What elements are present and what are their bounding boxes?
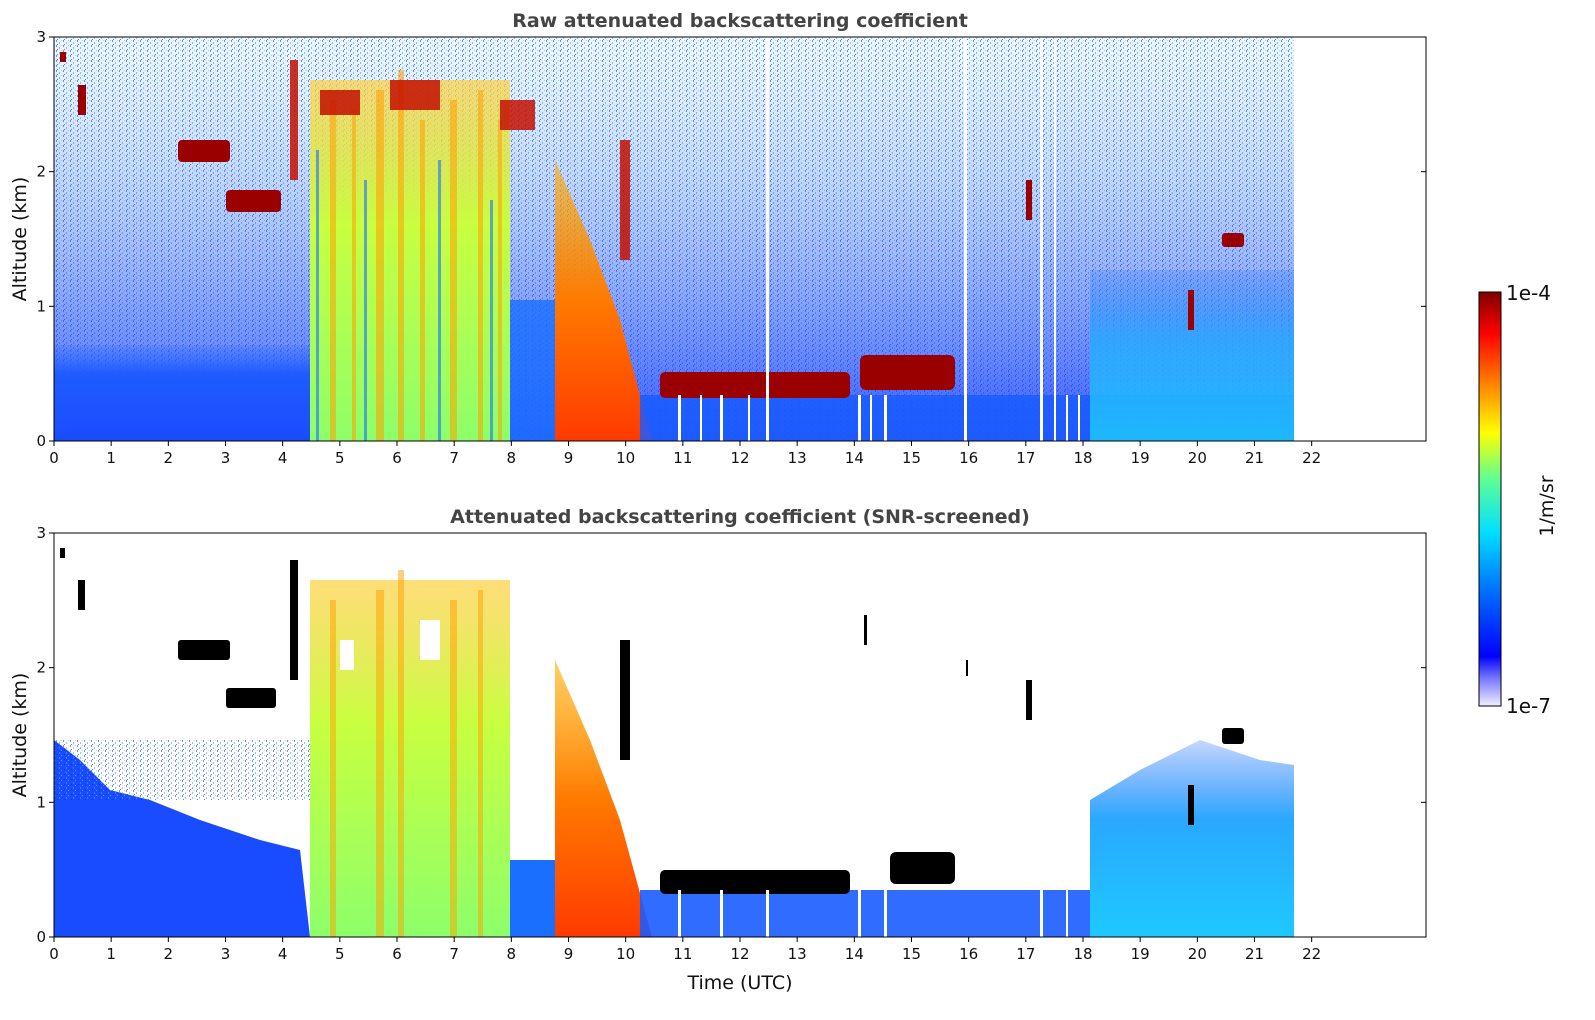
- x-tick-label: 6: [392, 945, 402, 963]
- x-tick-label: 14: [845, 449, 864, 467]
- x-tick-label: 21: [1245, 945, 1264, 963]
- x-tick-label: 9: [564, 449, 574, 467]
- panel1-cloud-tops: [290, 60, 630, 260]
- panel1-y-axis-label: Altitude (km): [9, 177, 31, 302]
- panel2-precip-orange: [555, 660, 652, 937]
- panel2-precip-green: [310, 580, 510, 937]
- y-tick-label: 0: [36, 432, 46, 450]
- panel2-aerosol-fringe: [54, 740, 310, 800]
- x-tick-label: 22: [1302, 449, 1321, 467]
- panel1-missing-columns: [678, 37, 1080, 441]
- x-tick-label: 19: [1131, 945, 1150, 963]
- x-tick-label: 9: [564, 945, 574, 963]
- panel2-precip-white-gaps: [340, 600, 540, 860]
- panel1-aerosol-layer-morning: [54, 345, 310, 441]
- x-tick-label: 8: [507, 945, 517, 963]
- x-tick-label: 1: [106, 945, 116, 963]
- panel1-post-precip-blue: [510, 300, 555, 441]
- x-tick-label: 11: [673, 449, 692, 467]
- panel1-title: Raw attenuated backscattering coefficien…: [512, 10, 968, 32]
- y-tick-label: 1: [36, 297, 46, 315]
- panel2-cyan-evening: [1090, 740, 1294, 937]
- x-tick-label: 22: [1302, 945, 1321, 963]
- colorbar-unit-label: 1/m/sr: [1536, 475, 1558, 536]
- x-tick-label: 7: [449, 449, 459, 467]
- panel1-precip-orange: [555, 160, 652, 441]
- x-tick-label: 17: [1016, 945, 1035, 963]
- panel1-clouds: [60, 52, 1244, 398]
- x-tick-label: 3: [221, 449, 231, 467]
- x-tick-label: 2: [164, 945, 174, 963]
- x-tick-label: 2: [164, 449, 174, 467]
- panel2-post-precip-blue: [510, 860, 555, 937]
- x-tick-label: 12: [730, 449, 749, 467]
- y-tick-label: 3: [36, 28, 46, 46]
- x-tick-label: 13: [788, 945, 807, 963]
- x-tick-label: 10: [616, 945, 635, 963]
- panel2-missing-columns: [678, 890, 1068, 937]
- panel2-clouds: [60, 548, 1244, 894]
- panel2-y-axis-label: Altitude (km): [9, 673, 31, 798]
- x-tick-label: 21: [1245, 449, 1264, 467]
- x-tick-label: 16: [959, 449, 978, 467]
- colorbar: 1e-4 1e-7 1/m/sr: [1478, 281, 1558, 718]
- x-tick-label: 7: [449, 945, 459, 963]
- y-tick-label: 2: [36, 659, 46, 677]
- x-tick-label: 17: [1016, 449, 1035, 467]
- colorbar-min-label: 1e-7: [1506, 694, 1551, 718]
- panel2-plot-area: [54, 533, 1426, 937]
- x-tick-label: 15: [902, 945, 921, 963]
- y-tick-label: 0: [36, 928, 46, 946]
- panel2-title: Attenuated backscattering coefficient (S…: [450, 506, 1030, 528]
- x-tick-label: 10: [616, 449, 635, 467]
- panel2-x-axis-label: Time (UTC): [686, 972, 792, 994]
- panel1-plot-area: [54, 37, 1426, 441]
- x-tick-label: 4: [278, 945, 288, 963]
- x-tick-label: 15: [902, 449, 921, 467]
- y-tick-label: 3: [36, 524, 46, 542]
- y-tick-label: 2: [36, 163, 46, 181]
- x-tick-label: 3: [221, 945, 231, 963]
- x-tick-label: 0: [49, 945, 59, 963]
- x-tick-label: 19: [1131, 449, 1150, 467]
- x-tick-label: 20: [1188, 449, 1207, 467]
- colorbar-max-label: 1e-4: [1506, 281, 1551, 305]
- x-tick-label: 18: [1073, 945, 1092, 963]
- x-tick-label: 8: [507, 449, 517, 467]
- x-tick-label: 16: [959, 945, 978, 963]
- x-tick-label: 14: [845, 945, 864, 963]
- x-tick-label: 5: [335, 945, 345, 963]
- x-tick-label: 11: [673, 945, 692, 963]
- panel1-no-data-region: [1294, 37, 1426, 441]
- x-tick-label: 1: [106, 449, 116, 467]
- y-tick-label: 1: [36, 793, 46, 811]
- x-tick-label: 0: [49, 449, 59, 467]
- x-tick-label: 6: [392, 449, 402, 467]
- x-tick-label: 13: [788, 449, 807, 467]
- panel1-precip-blue-gaps: [316, 150, 493, 441]
- panel2-precip-streaks: [330, 570, 483, 937]
- x-tick-label: 5: [335, 449, 345, 467]
- colorbar-gradient: [1478, 291, 1502, 707]
- panel1-precip-streaks: [330, 70, 502, 441]
- x-tick-label: 12: [730, 945, 749, 963]
- x-tick-label: 18: [1073, 449, 1092, 467]
- panel2-no-data-region: [1294, 533, 1426, 937]
- panel2-aerosol-layer-morning: [54, 740, 310, 937]
- x-tick-label: 20: [1188, 945, 1207, 963]
- x-tick-label: 4: [278, 449, 288, 467]
- panel1-precip-green: [310, 80, 510, 441]
